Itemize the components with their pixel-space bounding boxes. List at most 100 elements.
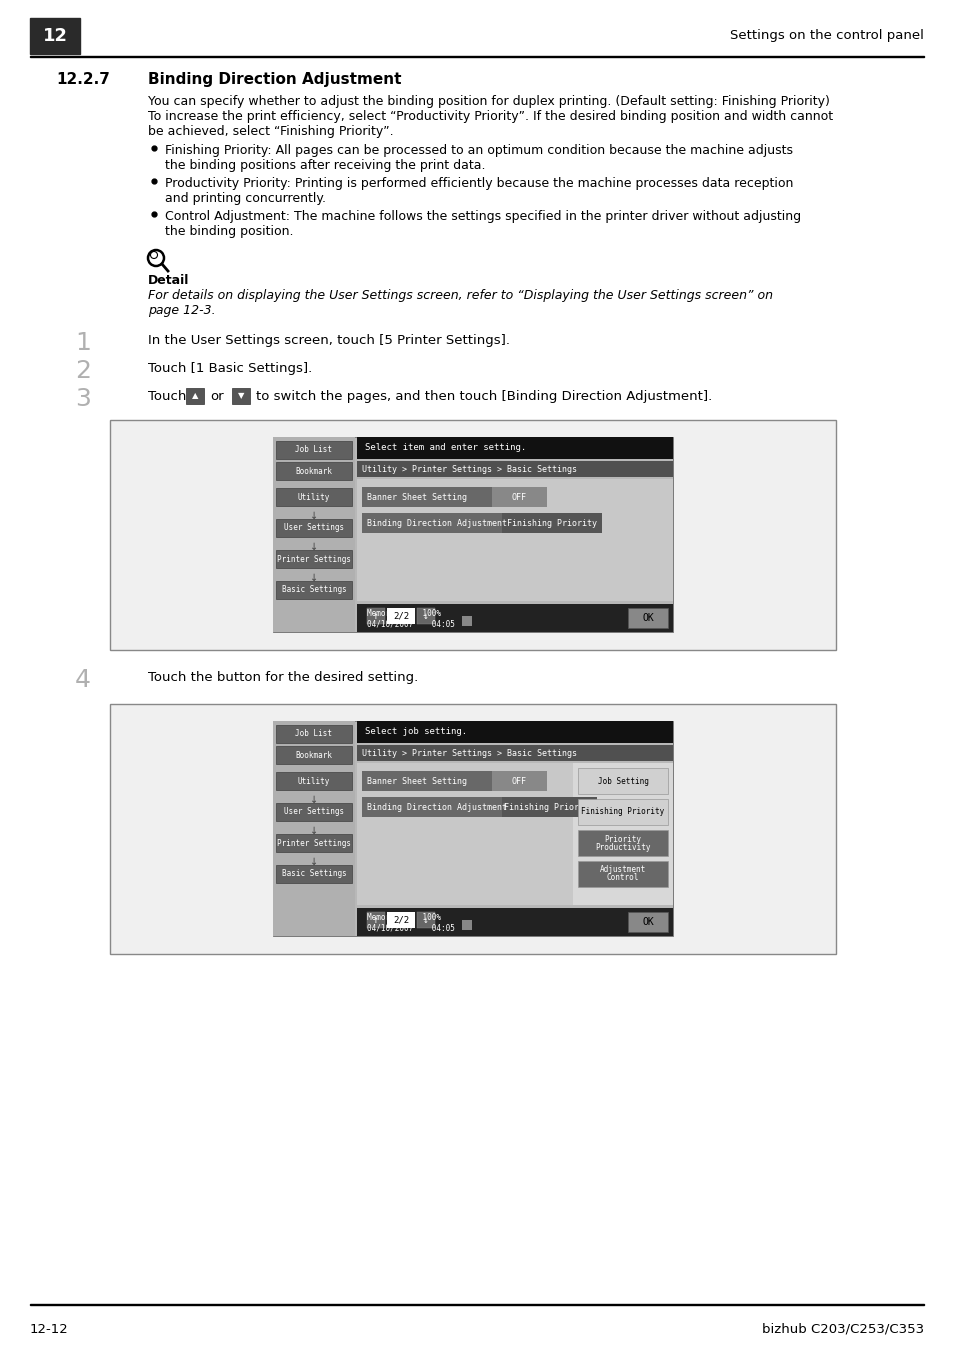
Text: Utility: Utility [297, 493, 330, 501]
Text: 12-12: 12-12 [30, 1323, 69, 1336]
Text: Control: Control [606, 874, 639, 882]
Text: In the User Settings screen, touch [5 Printer Settings].: In the User Settings screen, touch [5 Pr… [148, 334, 510, 347]
Text: OFF: OFF [511, 493, 526, 501]
Bar [30, 1304, 923, 1305]
Bar [361, 486, 492, 507]
Bar [275, 771, 352, 790]
Bar [275, 834, 352, 852]
Text: 4: 4 [75, 667, 91, 692]
Text: Touch the button for the desired setting.: Touch the button for the desired setting… [148, 671, 417, 684]
Text: ↑: ↑ [373, 915, 378, 925]
Text: to switch the pages, and then touch [Binding Direction Adjustment].: to switch the pages, and then touch [Bin… [255, 390, 712, 403]
Text: Printer Settings: Printer Settings [276, 839, 351, 847]
Bar [578, 767, 667, 794]
Bar [461, 616, 472, 626]
Bar [275, 865, 352, 884]
Bar [578, 830, 667, 857]
Text: Binding Direction Adjustment: Binding Direction Adjustment [367, 519, 506, 527]
Bar [356, 436, 672, 459]
Bar [492, 771, 546, 790]
Bar [356, 744, 672, 761]
Text: User Settings: User Settings [284, 523, 344, 532]
Text: ↓: ↓ [310, 825, 317, 836]
Bar [30, 18, 80, 54]
Bar [367, 912, 385, 928]
Bar [573, 763, 672, 905]
Bar [356, 763, 672, 905]
Text: Basic Settings: Basic Settings [281, 870, 346, 878]
Bar [501, 513, 601, 534]
Text: Adjustment: Adjustment [599, 866, 645, 874]
Bar [356, 604, 672, 632]
Text: Binding Direction Adjustment: Binding Direction Adjustment [148, 72, 401, 86]
Text: Productivity: Productivity [595, 843, 650, 851]
Text: the binding positions after receiving the print data.: the binding positions after receiving th… [165, 159, 485, 172]
Text: Bookmark: Bookmark [295, 751, 333, 759]
Text: and printing concurrently.: and printing concurrently. [165, 192, 326, 205]
Text: ↓: ↓ [310, 573, 317, 584]
Text: Basic Settings: Basic Settings [281, 585, 346, 594]
Bar [361, 513, 501, 534]
Bar [501, 797, 597, 817]
Text: Finishing Priority: Finishing Priority [506, 519, 597, 527]
Text: OK: OK [641, 613, 653, 623]
Text: 3: 3 [75, 386, 91, 411]
Bar [492, 486, 546, 507]
Bar [356, 480, 672, 601]
Bar [361, 797, 501, 817]
Text: Touch [1 Basic Settings].: Touch [1 Basic Settings]. [148, 362, 312, 376]
Text: Select job setting.: Select job setting. [365, 727, 467, 736]
Bar [367, 608, 385, 624]
Text: Banner Sheet Setting: Banner Sheet Setting [367, 777, 467, 785]
Text: Job List: Job List [295, 446, 333, 454]
Text: Control Adjustment: The machine follows the settings specified in the printer dr: Control Adjustment: The machine follows … [165, 209, 801, 223]
Bar [275, 488, 352, 507]
Bar [273, 721, 355, 936]
Text: To increase the print efficiency, select “Productivity Priority”. If the desired: To increase the print efficiency, select… [148, 109, 832, 123]
Text: Utility > Printer Settings > Basic Settings: Utility > Printer Settings > Basic Setti… [361, 748, 577, 758]
Text: Settings on the control panel: Settings on the control panel [729, 30, 923, 42]
Text: Job List: Job List [295, 730, 333, 739]
Text: User Settings: User Settings [284, 808, 344, 816]
Bar [461, 920, 472, 929]
Text: Utility > Printer Settings > Basic Settings: Utility > Printer Settings > Basic Setti… [361, 465, 577, 473]
Bar [361, 771, 492, 790]
Text: Utility: Utility [297, 777, 330, 785]
Text: ↓: ↓ [310, 542, 317, 553]
Text: 2/2: 2/2 [393, 916, 409, 924]
Text: 12: 12 [43, 27, 68, 45]
Text: the binding position.: the binding position. [165, 226, 294, 238]
Bar [356, 721, 672, 743]
Text: 04/10/2007    04:05: 04/10/2007 04:05 [367, 924, 455, 932]
Text: 2/2: 2/2 [393, 612, 409, 620]
Text: Finishing Priority: Finishing Priority [580, 808, 664, 816]
Text: 12.2.7: 12.2.7 [56, 72, 110, 86]
Text: Bookmark: Bookmark [295, 466, 333, 476]
Text: ↓: ↓ [310, 794, 317, 805]
Bar [273, 721, 672, 936]
Bar [273, 436, 355, 632]
Bar [275, 802, 352, 821]
Bar [275, 519, 352, 536]
Bar [186, 388, 204, 404]
Text: Select item and enter setting.: Select item and enter setting. [365, 443, 526, 453]
Bar [110, 420, 835, 650]
Text: OK: OK [641, 917, 653, 927]
Text: be achieved, select “Finishing Priority”.: be achieved, select “Finishing Priority”… [148, 126, 394, 138]
Text: Printer Settings: Printer Settings [276, 554, 351, 563]
Bar [275, 746, 352, 765]
Text: Finishing Priority: All pages can be processed to an optimum condition because t: Finishing Priority: All pages can be pro… [165, 145, 792, 157]
Text: ↓: ↓ [310, 511, 317, 521]
Text: 2: 2 [75, 359, 91, 382]
Bar [30, 55, 923, 57]
Text: You can specify whether to adjust the binding position for duplex printing. (Def: You can specify whether to adjust the bi… [148, 95, 829, 108]
Bar [578, 861, 667, 888]
Bar [627, 608, 667, 628]
Bar [110, 704, 835, 954]
Text: ↓: ↓ [310, 857, 317, 867]
Text: 1: 1 [75, 331, 91, 355]
Bar [275, 462, 352, 480]
Bar [356, 908, 672, 936]
Bar [387, 912, 415, 928]
Text: Finishing Priority: Finishing Priority [503, 802, 594, 812]
